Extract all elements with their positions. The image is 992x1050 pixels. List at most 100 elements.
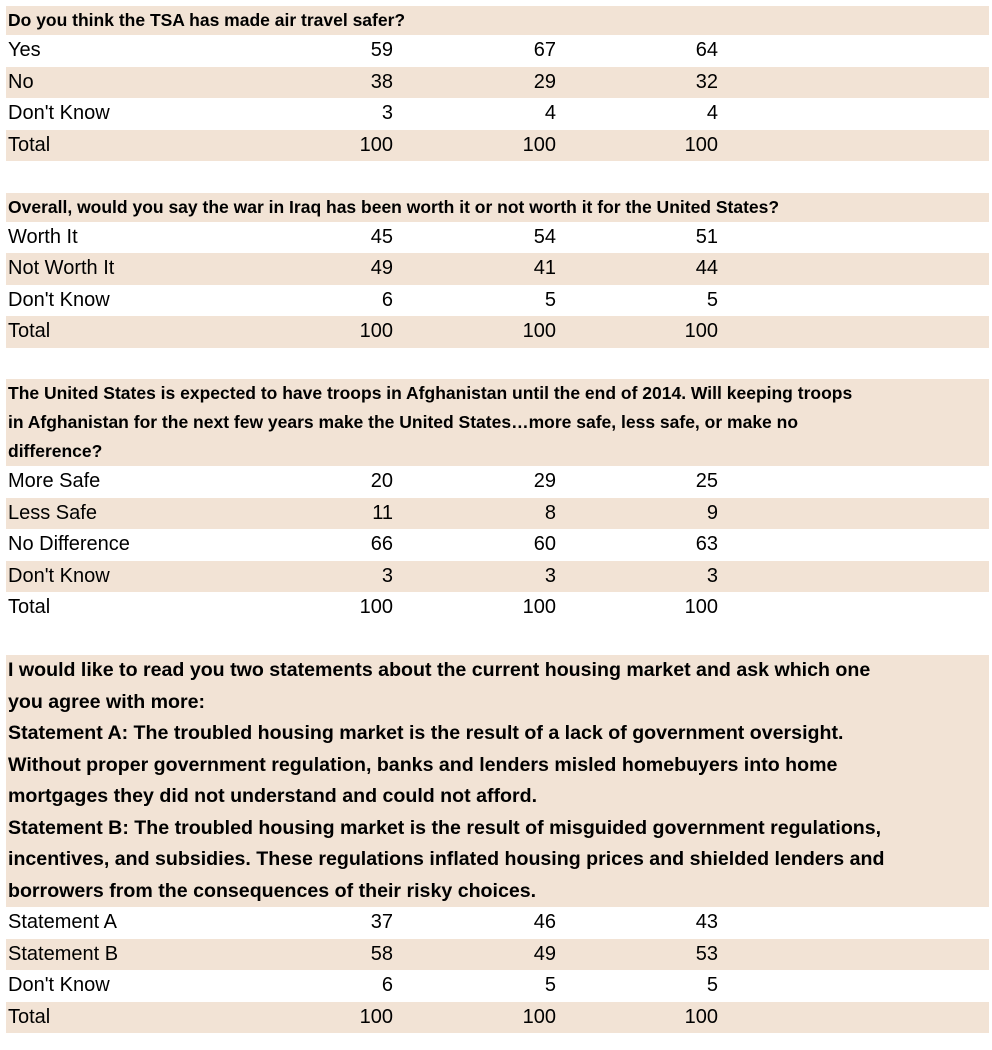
- cell-value: 100: [684, 320, 718, 342]
- cell-value: 100: [522, 1005, 556, 1028]
- cell-value: 64: [695, 39, 718, 61]
- table-row: Don't Know 3 4 4: [6, 98, 989, 130]
- question-heading: I would like to read you two statements …: [6, 655, 989, 907]
- row-label: Statement A: [8, 911, 117, 933]
- question-line: incentives, and subsidies. These regulat…: [8, 848, 885, 870]
- cell-value: 3: [706, 564, 718, 587]
- cell-value: 8: [544, 501, 556, 524]
- row-label: Don't Know: [8, 288, 110, 311]
- row-label: Total: [8, 133, 51, 156]
- cell-value: 49: [370, 257, 393, 279]
- table-row: No Difference 66 60 63: [6, 529, 989, 561]
- cell-value: 5: [706, 974, 718, 996]
- question-line: Without proper government regulation, ba…: [8, 753, 838, 776]
- cell-value: 100: [684, 596, 718, 618]
- row-label: Don't Know: [8, 102, 110, 124]
- table-row: Don't Know 3 3 3: [6, 560, 989, 592]
- question-line: Statement A: The troubled housing market…: [8, 722, 844, 744]
- cell-value: 3: [381, 102, 393, 124]
- cell-value: 5: [706, 288, 718, 311]
- section-spacer: [6, 624, 989, 656]
- section-tsa: Do you think the TSA has made air travel…: [6, 6, 989, 161]
- cell-value: 9: [706, 501, 718, 524]
- table-row: Don't Know 6 5 5: [6, 285, 989, 317]
- cell-value: 49: [533, 942, 556, 965]
- section-housing: I would like to read you two statements …: [6, 655, 989, 1033]
- cell-value: 100: [359, 1005, 393, 1028]
- section-spacer: [6, 161, 989, 193]
- row-label: Statement B: [8, 942, 119, 965]
- cell-value: 44: [695, 257, 718, 279]
- cell-value: 41: [533, 257, 556, 279]
- cell-value: 100: [359, 320, 393, 342]
- table-row: More Safe 20 29 25: [6, 466, 989, 498]
- row-label: Yes: [8, 39, 41, 61]
- cell-value: 5: [544, 974, 556, 996]
- cell-value: 100: [359, 133, 393, 156]
- cell-value: 43: [695, 911, 718, 933]
- cell-value: 20: [370, 470, 393, 492]
- row-label: No Difference: [8, 533, 130, 555]
- cell-value: 4: [544, 102, 556, 124]
- cell-value: 67: [533, 39, 556, 61]
- table-row: Less Safe 11 8 9: [6, 497, 989, 529]
- table-row: Statement B 58 49 53: [6, 938, 989, 970]
- cell-value: 5: [544, 288, 556, 311]
- cell-value: 29: [533, 470, 556, 492]
- cell-value: 58: [370, 942, 393, 965]
- cell-value: 46: [533, 911, 556, 933]
- row-label: Total: [8, 596, 51, 618]
- cell-value: 100: [684, 133, 718, 156]
- table-row-total: Total 100 100 100: [6, 592, 989, 624]
- row-label: Not Worth It: [8, 257, 115, 279]
- cell-value: 100: [522, 133, 556, 156]
- cell-value: 6: [381, 974, 393, 996]
- row-label: Total: [8, 320, 51, 342]
- row-label: Worth It: [8, 225, 78, 248]
- question-heading: The United States is expected to have tr…: [6, 379, 989, 466]
- cell-value: 100: [684, 1005, 718, 1028]
- survey-results-table: Do you think the TSA has made air travel…: [6, 6, 989, 1033]
- cell-value: 63: [695, 533, 718, 555]
- section-spacer: [6, 348, 989, 380]
- row-label: No: [8, 70, 34, 93]
- question-line: borrowers from the consequences of their…: [8, 879, 537, 902]
- cell-value: 11: [372, 501, 393, 524]
- cell-value: 4: [706, 102, 718, 124]
- table-row: Yes 59 67 64: [6, 35, 989, 67]
- cell-value: 37: [370, 911, 393, 933]
- question-line: you agree with more:: [8, 690, 206, 713]
- cell-value: 32: [695, 70, 718, 93]
- table-row-total: Total 100 100 100: [6, 316, 989, 348]
- cell-value: 100: [359, 596, 393, 618]
- cell-value: 3: [544, 564, 556, 587]
- question-line: Statement B: The troubled housing market…: [8, 816, 882, 839]
- table-row: Not Worth It 49 41 44: [6, 253, 989, 285]
- table-row-total: Total 100 100 100: [6, 129, 989, 161]
- table-row: No 38 29 32: [6, 66, 989, 98]
- cell-value: 54: [533, 225, 556, 248]
- cell-value: 25: [695, 470, 718, 492]
- question-line: difference?: [8, 441, 103, 461]
- cell-value: 3: [381, 564, 393, 587]
- cell-value: 53: [695, 942, 718, 965]
- question-line: mortgages they did not understand and co…: [8, 785, 538, 807]
- table-row: Worth It 45 54 51: [6, 222, 989, 254]
- cell-value: 60: [533, 533, 556, 555]
- cell-value: 100: [522, 320, 556, 342]
- question-heading: Overall, would you say the war in Iraq h…: [6, 192, 989, 222]
- table-row-total: Total 100 100 100: [6, 1001, 989, 1033]
- row-label: Less Safe: [8, 501, 97, 524]
- cell-value: 45: [370, 225, 393, 248]
- section-afghanistan: The United States is expected to have tr…: [6, 379, 989, 624]
- table-row: Don't Know 6 5 5: [6, 970, 989, 1002]
- question-line: in Afghanistan for the next few years ma…: [8, 412, 799, 432]
- question-line: I would like to read you two statements …: [8, 659, 871, 681]
- row-label: Don't Know: [8, 564, 110, 587]
- table-row: Statement A 37 46 43: [6, 907, 989, 939]
- cell-value: 51: [695, 225, 718, 248]
- row-label: Don't Know: [8, 974, 110, 996]
- cell-value: 59: [370, 39, 393, 61]
- cell-value: 100: [522, 596, 556, 618]
- row-label: More Safe: [8, 470, 101, 492]
